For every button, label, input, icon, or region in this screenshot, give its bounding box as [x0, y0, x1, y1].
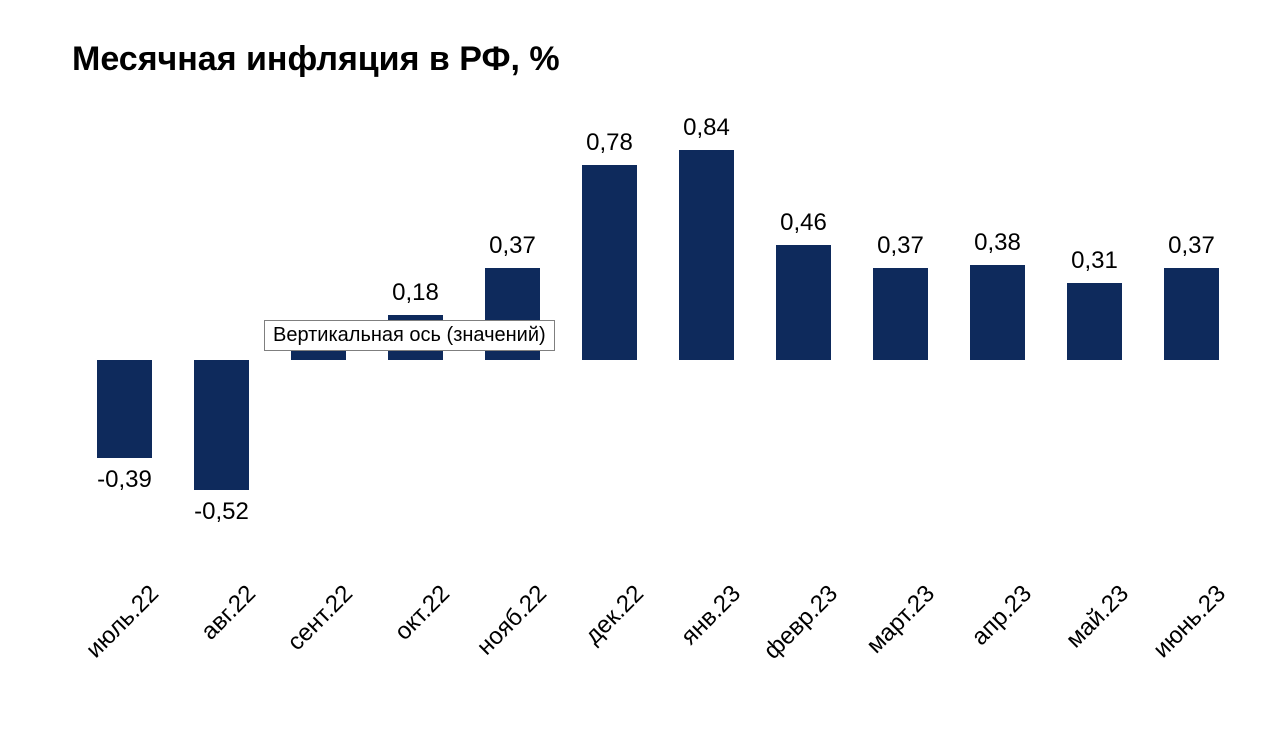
x-axis-label: нояб.22 [448, 580, 553, 685]
bar-value-label: -0,39 [77, 466, 172, 494]
bar [776, 245, 831, 360]
bar [1164, 268, 1219, 361]
bar-value-label: 0,37 [853, 232, 948, 260]
x-axis-label: окт.22 [351, 580, 456, 685]
x-axis-label: март.23 [836, 580, 941, 685]
bar [970, 265, 1025, 360]
bar-value-label: 0,31 [1047, 247, 1142, 275]
chart-plot-area: -0,39-0,520,180,370,780,840,460,370,380,… [72, 120, 1232, 540]
bar-value-label: 0,46 [756, 209, 851, 237]
axis-tooltip: Вертикальная ось (значений) [264, 320, 555, 351]
bar [679, 150, 734, 360]
x-axis-label: янв.23 [642, 580, 747, 685]
x-axis-label: июнь.23 [1127, 580, 1232, 685]
bar-value-label: 0,84 [659, 114, 754, 142]
bar [194, 360, 249, 490]
bar-value-label: 0,18 [368, 279, 463, 307]
bar-value-label: 0,78 [562, 129, 657, 157]
x-axis-label: апр.23 [933, 580, 1038, 685]
x-axis-label: сент.22 [254, 580, 359, 685]
x-axis-label: февр.23 [739, 580, 844, 685]
chart-title: Месячная инфляция в РФ, % [72, 40, 560, 79]
bar [1067, 283, 1122, 361]
bar-value-label: 0,38 [950, 229, 1045, 257]
x-axis-label: май.23 [1030, 580, 1135, 685]
bar-value-label: 0,37 [465, 232, 560, 260]
bar-value-label: -0,52 [174, 498, 269, 526]
x-axis-label: июль.22 [60, 580, 165, 685]
bar [582, 165, 637, 360]
bar-value-label: 0,37 [1144, 232, 1239, 260]
bar [873, 268, 928, 361]
x-axis-label: авг.22 [157, 580, 262, 685]
x-axis-label: дек.22 [545, 580, 650, 685]
bar [97, 360, 152, 458]
